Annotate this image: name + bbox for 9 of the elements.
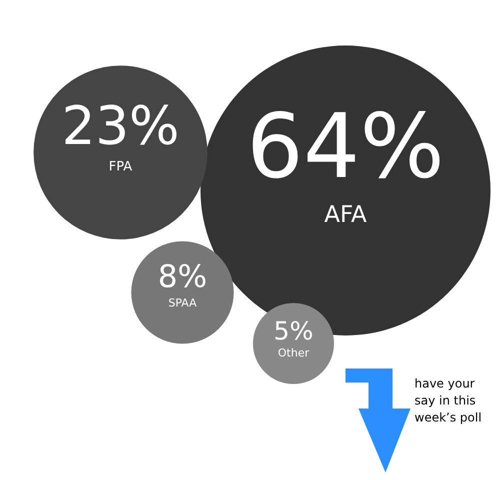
category-label: Other (278, 346, 310, 360)
text: have your say in this week’s poll (414, 376, 482, 424)
category-label: FPA (108, 159, 132, 174)
data-label: 5% (274, 316, 314, 346)
category-label: AFA (324, 202, 368, 228)
category-label: SPAA (168, 296, 198, 310)
data-label: 8% (158, 259, 208, 296)
data-label: 23% (62, 96, 180, 157)
data-label: 64% (246, 94, 444, 198)
